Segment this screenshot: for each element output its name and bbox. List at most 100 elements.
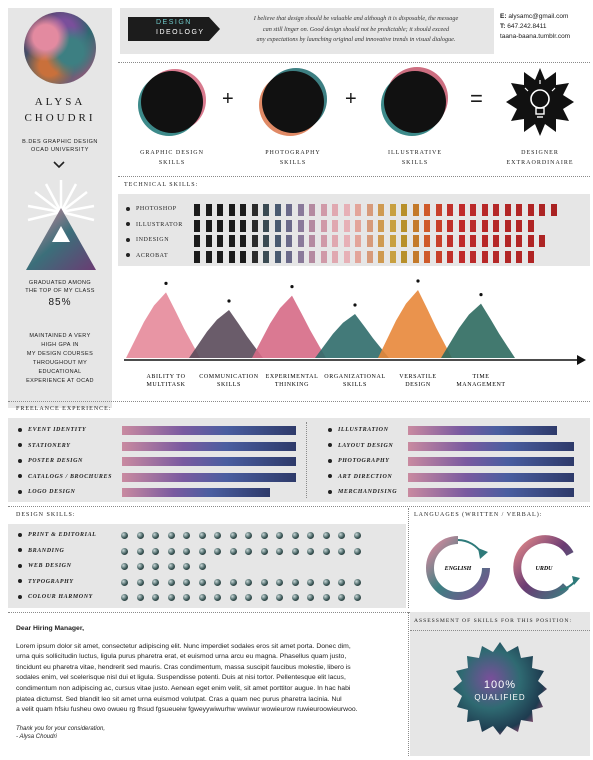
tech-skill-tick [274,235,281,247]
design-skill-dot [353,547,361,555]
tech-skill-tick [194,204,200,216]
tech-skill-tick [297,219,304,232]
tech-skill-tick [355,235,361,247]
tech-skill-tick [320,219,327,232]
design-skill-dot [152,578,159,586]
tech-skill-tick [424,250,430,263]
equation-caption-2: PHOTOGRAPHY SKILLS [265,150,321,166]
design-skill-dot [214,547,221,555]
tech-skill-tick [320,235,327,247]
tech-skill-tick [470,219,476,232]
design-skill-dot [276,547,283,555]
design-skill-dot [260,578,268,586]
design-skill-dot [198,578,206,586]
contact-block: E: alysamc@gmail.com T: 647.242.8411 taa… [500,12,590,42]
design-skill-label: PRINT & EDITORIAL [18,532,96,538]
tech-skill-tick [251,204,258,216]
design-skill-dot [229,532,237,539]
design-skill-dot [152,532,159,539]
tech-skill-tick [343,219,350,232]
tech-skill-tick [194,235,200,247]
design-skills-title: DESIGN SKILLS: [16,512,76,518]
freelance-label: STATIONERY [18,443,71,449]
tech-skill-tick [458,235,465,247]
tech-skill-label: ACROBAT [126,253,168,259]
design-skill-dot [214,594,221,601]
last-name: CHOUDRI [24,112,96,124]
phone-number: 647.242.8411 [507,23,547,30]
letter-signature: - Alysa Choudri [16,733,57,740]
tech-skill-tick [389,219,396,232]
divider [118,176,590,177]
skill-peak [252,295,326,358]
tech-skill-tick [355,219,361,232]
design-skill-dot [121,532,128,539]
tech-skill-tick [297,250,304,263]
tech-skill-tick [424,235,430,247]
tech-skill-tick [309,204,315,216]
phone-label: T: [500,23,506,30]
soft-skills-chart: ABILITY TO MULTITASK COMMUNICATION SKILLS EX… [124,279,586,388]
ideology-label-line1: DESIGN [156,19,192,26]
technical-skills-title: TECHNICAL SKILLS: [124,182,199,188]
design-skill-dot [136,547,144,555]
tech-skill-tick [389,235,396,247]
tech-skill-tick [274,204,281,216]
tech-skill-tick [286,235,292,247]
tech-skill-tick [412,235,419,247]
tech-skill-tick [286,204,292,216]
design-skill-dot [245,547,252,555]
freelance-bar [408,457,574,466]
tech-skill-tick [205,250,212,263]
skill-peak-marker [416,279,420,283]
skill-peak [441,303,515,358]
design-skill-dot [307,547,314,555]
tech-skill-tick [481,204,488,216]
tech-skill-tick [274,250,281,263]
tech-skill-tick [470,250,476,263]
design-skill-dot [198,563,206,570]
design-skill-dot [183,547,190,555]
skill-circle-illustrative [384,71,446,133]
plus-sign-2: + [345,88,357,110]
tech-skill-tick [527,235,534,247]
tech-skill-tick [539,204,545,216]
assessment-title: ASSESSMENT OF SKILLS FOR THIS POSITION: [414,618,572,624]
skill-peak-marker [164,281,168,285]
design-skill-dot [183,532,190,539]
design-skill-dot [121,594,128,601]
equation-caption-3: ILLUSTRATIVE SKILLS [388,150,442,166]
design-skill-dot [353,594,361,601]
design-skill-dot [322,532,330,539]
tech-skill-tick [470,235,476,247]
design-skill-dot [338,578,345,586]
website-link[interactable]: taana-baana.tumblr.com [500,33,571,40]
tech-skill-tick [205,219,212,232]
tech-skill-tick [217,235,223,247]
skill-category-label: VERSATILE [399,374,436,380]
design-skill-dot [198,594,206,601]
freelance-bar [122,472,296,482]
design-skill-dot [338,594,345,601]
design-skill-dot [136,532,144,539]
sunburst-triangle-graphic [26,180,96,270]
tech-skill-tick [194,219,200,232]
tech-skill-tick [240,204,246,216]
language-english-ring: ENGLISH [426,536,490,600]
tech-skill-label: PHOTOSHOP [126,206,177,212]
language-english-label: ENGLISH [444,566,472,572]
tech-skill-tick [194,250,200,263]
design-skill-dot [338,532,345,539]
plus-sign: + [222,88,234,110]
design-skill-dot [353,532,361,539]
email-link[interactable]: alysamc@gmail.com [508,13,569,20]
tech-skill-tick [493,204,499,216]
design-skill-dot [183,594,190,601]
design-skill-dot [136,578,144,586]
school: OCAD UNIVERSITY [31,147,89,153]
tech-skill-tick [527,250,534,263]
skill-peak-marker [353,303,357,307]
skill-peak [315,314,389,358]
freelance-label: EVENT IDENTITY [18,427,86,433]
tech-skill-tick [309,235,315,247]
